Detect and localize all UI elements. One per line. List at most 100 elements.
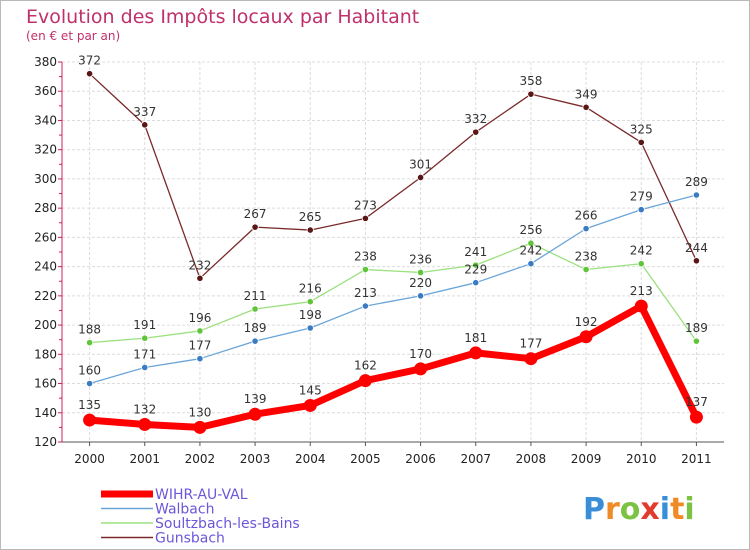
data-label: 265 <box>299 210 322 224</box>
logo-letter: P <box>583 492 605 527</box>
data-point <box>692 337 701 345</box>
data-label: 211 <box>244 289 267 303</box>
series-line-wihr-au-val <box>86 302 700 431</box>
data-label: 358 <box>519 74 542 88</box>
data-point <box>637 138 645 146</box>
data-point <box>306 324 314 332</box>
data-point <box>141 334 149 342</box>
x-tick-label: 2009 <box>571 452 602 466</box>
data-point <box>85 379 94 388</box>
data-point <box>416 173 425 182</box>
data-label: 241 <box>464 245 487 259</box>
data-label: 242 <box>630 244 653 258</box>
data-label: 301 <box>409 157 432 171</box>
series-line-gunsbach <box>88 73 698 279</box>
x-tick-label: 2001 <box>129 452 160 466</box>
data-label: 332 <box>464 112 487 126</box>
y-tick-label: 280 <box>34 201 57 215</box>
y-tick-label: 240 <box>34 260 57 274</box>
data-label: 267 <box>244 207 267 221</box>
data-label: 279 <box>630 190 653 204</box>
data-label: 289 <box>685 175 708 189</box>
series-line-soultzbach-les-bains <box>88 242 698 344</box>
data-label: 232 <box>188 258 211 272</box>
data-point <box>141 121 149 129</box>
y-tick-label: 140 <box>34 406 57 420</box>
y-tick-label: 200 <box>34 318 57 332</box>
data-point <box>527 260 535 268</box>
logo-letter: i <box>684 492 694 527</box>
grid <box>62 61 724 443</box>
logo-letter: o <box>620 492 641 527</box>
data-point <box>469 346 483 360</box>
data-label: 177 <box>188 339 211 353</box>
data-point <box>248 407 262 421</box>
y-tick-label: 220 <box>34 289 57 303</box>
y-tick-label: 320 <box>34 143 57 157</box>
axes: 120 140 160 180 200 220 240 260 280 300 320 340 360 3… <box>34 55 724 466</box>
data-point <box>85 339 94 347</box>
data-label: 191 <box>133 318 156 332</box>
data-label: 337 <box>133 105 156 119</box>
data-label: 220 <box>409 276 432 290</box>
data-point <box>692 257 701 265</box>
data-label: 256 <box>519 223 542 237</box>
data-point <box>472 279 480 287</box>
data-label: 325 <box>630 122 653 136</box>
x-tick-label: 2000 <box>74 452 105 466</box>
x-tick-label: 2005 <box>350 452 381 466</box>
data-label: 132 <box>133 402 156 416</box>
data-label: 242 <box>519 244 542 258</box>
y-tick-label: 300 <box>34 172 57 186</box>
y-tick-label: 160 <box>34 377 57 391</box>
data-point <box>637 260 645 268</box>
logo-letter: r <box>605 492 620 527</box>
data-label: 188 <box>78 323 101 337</box>
x-tick-label: 2004 <box>295 452 326 466</box>
data-label: 236 <box>409 252 432 266</box>
data-point <box>196 355 204 363</box>
y-tick-label: 180 <box>34 347 57 361</box>
data-point <box>303 398 317 412</box>
data-point <box>361 265 370 274</box>
data-label: 170 <box>409 347 432 361</box>
data-point <box>85 70 94 78</box>
data-point <box>141 363 149 372</box>
data-label: 137 <box>685 395 708 409</box>
data-label: 135 <box>78 398 101 412</box>
data-point <box>306 298 314 306</box>
logo-letter: i <box>660 492 670 527</box>
data-label: 229 <box>464 263 487 277</box>
x-tick-label: 2006 <box>405 452 436 466</box>
chart-subtitle: (en € et par an) <box>26 29 120 43</box>
x-tick-label: 2008 <box>516 452 547 466</box>
legend-label: Soultzbach-les-Bains <box>155 516 300 532</box>
y-tick-label: 340 <box>34 113 57 127</box>
proxiti-logo: Proxiti <box>583 492 695 527</box>
x-tick-label: 2003 <box>240 452 271 466</box>
x-tick-label: 2011 <box>681 452 712 466</box>
data-label: 238 <box>354 250 377 264</box>
data-point <box>83 413 97 427</box>
x-tick-label: 2007 <box>460 452 491 466</box>
data-label: 189 <box>244 321 267 335</box>
data-label: 171 <box>133 347 156 361</box>
data-point <box>196 274 204 282</box>
data-label: 372 <box>78 54 101 68</box>
data-label: 244 <box>685 241 708 255</box>
data-point <box>634 299 648 313</box>
data-label: 198 <box>299 308 322 322</box>
legend-label: WIHR-AU-VAL <box>155 487 248 503</box>
data-label: 192 <box>575 315 598 329</box>
data-point <box>361 214 370 222</box>
data-point <box>472 261 480 269</box>
legend-label: Gunsbach <box>155 531 225 547</box>
data-label: 349 <box>575 87 598 101</box>
data-label: 177 <box>519 337 542 351</box>
data-point <box>582 103 590 111</box>
data-point <box>689 410 703 424</box>
y-tick-label: 260 <box>34 230 57 244</box>
data-label: 238 <box>575 250 598 264</box>
